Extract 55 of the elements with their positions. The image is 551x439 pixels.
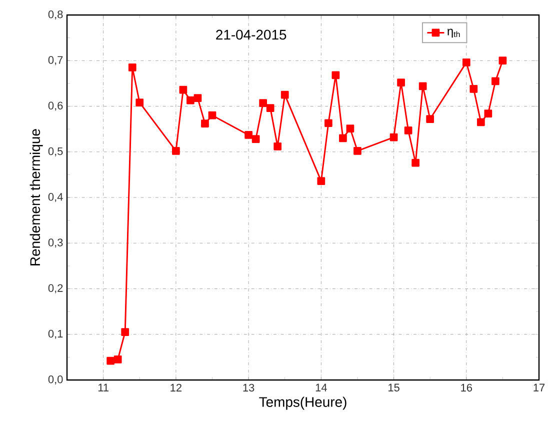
point bbox=[208, 111, 216, 120]
point bbox=[332, 71, 340, 80]
point bbox=[390, 133, 398, 142]
point bbox=[106, 356, 115, 365]
x-tick-label: 12 bbox=[170, 384, 182, 392]
point bbox=[484, 110, 492, 118]
y-tick-label: 0,8 bbox=[48, 10, 63, 20]
x-tick-label: 15 bbox=[388, 384, 400, 392]
text: 21-04-2015 bbox=[216, 30, 286, 40]
point bbox=[274, 142, 282, 150]
y-tick-label: 0,7 bbox=[48, 56, 63, 66]
y-tick-label: 0,0 bbox=[48, 375, 63, 385]
point bbox=[397, 78, 405, 86]
point bbox=[266, 104, 274, 112]
y-tick-label: 0,3 bbox=[48, 238, 63, 248]
point bbox=[346, 124, 354, 133]
y-tick-label: 0,6 bbox=[48, 102, 63, 111]
y-tick-label: 0,4 bbox=[48, 192, 63, 202]
y-tick-label: 0,1 bbox=[48, 330, 63, 339]
y-tick-label: 0,2 bbox=[48, 284, 63, 294]
point bbox=[114, 356, 122, 364]
y-tick-label: 0,5 bbox=[48, 147, 63, 156]
x-tick-label: 17 bbox=[534, 384, 545, 392]
point bbox=[418, 82, 427, 90]
x-axis-title: Temps(Heure) bbox=[259, 396, 346, 410]
point bbox=[498, 56, 507, 65]
point bbox=[186, 96, 194, 104]
point bbox=[339, 134, 347, 142]
point bbox=[128, 64, 136, 72]
point bbox=[259, 99, 268, 107]
point bbox=[412, 158, 420, 167]
point bbox=[317, 177, 326, 186]
point bbox=[354, 147, 362, 155]
x-tick-label: 13 bbox=[243, 384, 254, 392]
point bbox=[404, 126, 412, 134]
point bbox=[252, 135, 260, 144]
point bbox=[476, 118, 485, 126]
point bbox=[121, 328, 130, 336]
point bbox=[491, 77, 500, 86]
point bbox=[280, 90, 289, 99]
y-axis-title: Rendement thermique bbox=[30, 129, 43, 266]
x-tick-label: 16 bbox=[461, 384, 472, 392]
point bbox=[426, 115, 434, 123]
point bbox=[462, 58, 470, 66]
point bbox=[179, 86, 188, 94]
point bbox=[194, 94, 202, 102]
point bbox=[201, 120, 209, 128]
x-tick-label: 14 bbox=[316, 384, 327, 392]
point bbox=[470, 84, 478, 93]
point bbox=[172, 147, 180, 155]
point bbox=[324, 119, 332, 128]
point bbox=[244, 131, 252, 139]
x-tick-label: 11 bbox=[98, 384, 108, 392]
legend-label: η$_{th}$ bbox=[448, 28, 460, 38]
point bbox=[136, 98, 144, 107]
